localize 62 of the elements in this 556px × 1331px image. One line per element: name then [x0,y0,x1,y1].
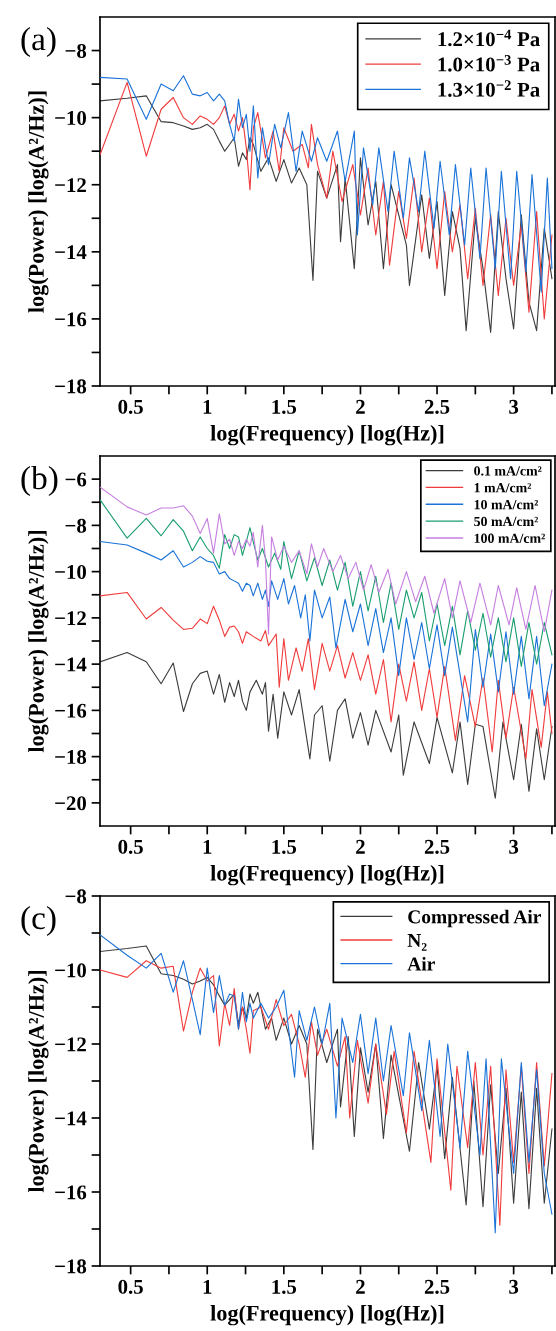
x-tick-label: 1.5 [272,839,297,854]
x-tick-label: 1.5 [272,399,297,414]
x-tick-label: 2.5 [424,839,450,854]
y-tick-label: −10 [55,963,87,978]
x-tick-label: 2.5 [424,399,450,414]
y-tick-label: −18 [55,379,87,394]
y-tick-label: −18 [55,750,87,765]
legend-label: Compressed Air [408,909,541,928]
x-tick-label: 0.5 [118,1279,143,1294]
line-series [100,652,553,799]
text: (c) [21,905,56,937]
x-tick-label: 1.5 [272,1279,297,1294]
x-tick-label: 3 [509,399,519,414]
x-tick-label: 2.5 [424,1279,450,1294]
y-axis-title: log(Power) [log(A²/Hz)] [28,91,49,313]
legend-label: 1.0×10$^{−3}$ Pa [438,54,540,72]
line-series [100,499,553,667]
y-tick-label: −20 [55,796,87,811]
y-tick-label: −18 [55,1259,87,1274]
y-tick-label: −16 [55,312,87,327]
line-series [100,591,553,760]
y-tick-label: −10 [55,565,87,580]
y-tick-label: −12 [55,611,86,626]
x-tick-label: 0.5 [118,399,143,414]
x-tick-label: 0.5 [118,839,143,854]
x-tick-label: 2 [356,839,365,854]
y-axis-title: log(Power) [log(A²/Hz)] [28,971,49,1193]
y-tick-label: −14 [55,1111,87,1126]
y-tick-label: −8 [65,518,87,533]
x-tick-label: 3 [509,839,519,854]
line-series [100,541,553,723]
x-axis-title: log(Frequency) [log(Hz)] [210,425,444,446]
y-tick-label: −12 [55,1037,86,1052]
y-tick-label: −14 [55,657,87,672]
legend-label: 0.1 mA/cm² [474,466,542,476]
text: (a) [21,26,56,58]
y-tick-label: −6 [65,472,87,487]
legend-label: Air [407,956,435,971]
x-tick-label: 1 [203,839,212,854]
y-axis-title: log(Power) [log(A²/Hz)] [28,531,49,753]
y-tick-label: −8 [65,43,87,58]
y-tick-label: −12 [55,178,86,192]
x-tick-label: 2 [356,399,365,414]
legend-label: 50 mA/cm² [474,516,539,527]
text: (b) [21,465,58,497]
x-tick-label: 3 [509,1279,519,1294]
x-axis-title: log(Frequency) [log(Hz)] [210,865,444,886]
legend-label: 10 mA/cm² [474,499,539,510]
x-tick-label: 2 [356,1279,365,1294]
x-axis-title: log(Frequency) [log(Hz)] [210,1305,444,1326]
x-tick-label: 1 [203,1279,212,1294]
y-tick-label: −14 [55,245,87,260]
legend-label: N₂ [407,934,427,951]
legend-label: 1 mA/cm² [474,483,532,493]
legend-label: 1.3×10$^{−2}$ Pa [438,80,540,97]
legend-label: 100 mA/cm² [474,533,545,543]
y-tick-label: −10 [55,111,87,126]
y-tick-label: −16 [55,703,87,718]
legend-label: 1.2×10$^{−4}$ Pa [438,29,540,47]
x-tick-label: 1 [203,399,212,414]
y-tick-label: −16 [55,1185,87,1200]
y-tick-label: −8 [65,889,87,904]
